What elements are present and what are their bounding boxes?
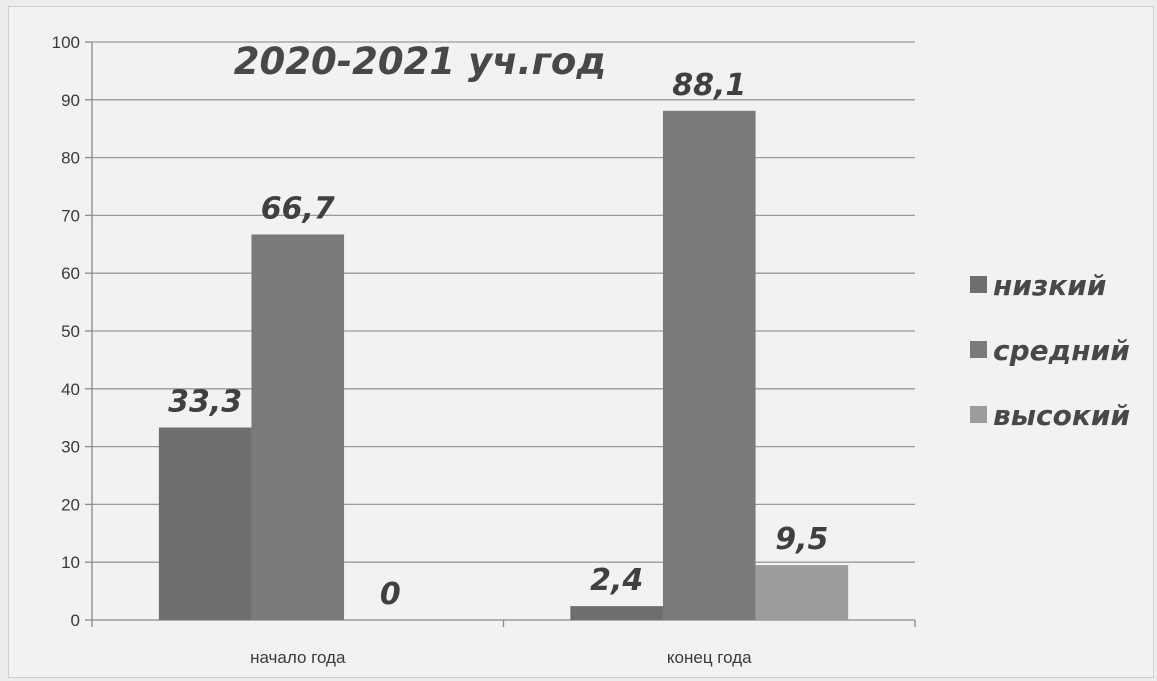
y-tick-label: 40 [61, 380, 80, 399]
y-axis-ticks: 0 10 20 30 40 50 60 70 80 90 100 [52, 33, 80, 630]
y-tick-label: 80 [61, 149, 80, 168]
bar [662, 110, 756, 621]
data-label: 66,7 [261, 191, 335, 226]
legend-label: средний [993, 334, 1130, 367]
legend-label: низкий [993, 269, 1106, 302]
y-tick-label: 0 [71, 611, 80, 630]
y-tick-label: 70 [61, 206, 80, 225]
x-axis-categories: начало года конец года [250, 648, 752, 667]
data-label: 33,3 [168, 385, 242, 420]
y-tick-label: 20 [61, 495, 80, 514]
y-tick-label: 90 [61, 91, 80, 110]
y-tick-label: 10 [61, 553, 80, 572]
data-label: 88,1 [672, 68, 746, 103]
bar [251, 234, 345, 620]
y-tick-label: 50 [61, 322, 80, 341]
legend-swatch [970, 276, 987, 293]
legend-swatch [970, 406, 987, 423]
data-label: 0 [380, 577, 401, 612]
data-label: 2,4 [590, 563, 643, 598]
bar [570, 606, 663, 620]
chart-title: 2020-2021 уч.год [234, 40, 606, 83]
x-category-label: начало года [250, 648, 346, 667]
data-labels: 33,3 66,7 0 2,4 88,1 9,5 [168, 68, 828, 612]
legend-swatch [970, 341, 987, 358]
bar [158, 427, 252, 620]
legend: низкий средний высокий [970, 269, 1130, 432]
y-tick-label: 60 [61, 264, 80, 283]
bars [158, 110, 849, 621]
bar [755, 565, 849, 620]
x-category-label: конец года [667, 648, 752, 667]
data-label: 9,5 [775, 522, 828, 557]
legend-label: высокий [993, 399, 1130, 432]
y-tick-label: 30 [61, 438, 80, 457]
y-tick-label: 100 [52, 33, 80, 52]
